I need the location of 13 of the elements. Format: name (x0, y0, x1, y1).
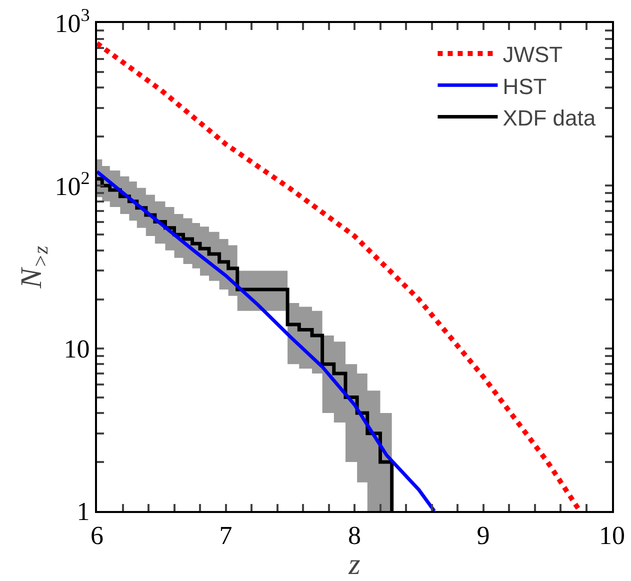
y-tick-label: 10 (64, 334, 90, 364)
x-tick-label: 6 (90, 521, 104, 550)
y-tick-label: 1 (76, 497, 90, 526)
x-tick-label: 7 (219, 521, 232, 550)
x-tick-label: 9 (476, 521, 490, 550)
legend-label: JWST (502, 42, 563, 68)
x-tick-label: 8 (348, 521, 361, 550)
x-tick-label: 10 (599, 521, 625, 550)
legend-label: HST (502, 74, 547, 99)
y-tick-label: 10$^{2}$ (54, 168, 90, 201)
y-tick-label: 10$^{3}$ (54, 5, 90, 38)
legend-label: XDF data (502, 105, 596, 130)
x-axis-title: z (348, 548, 361, 581)
